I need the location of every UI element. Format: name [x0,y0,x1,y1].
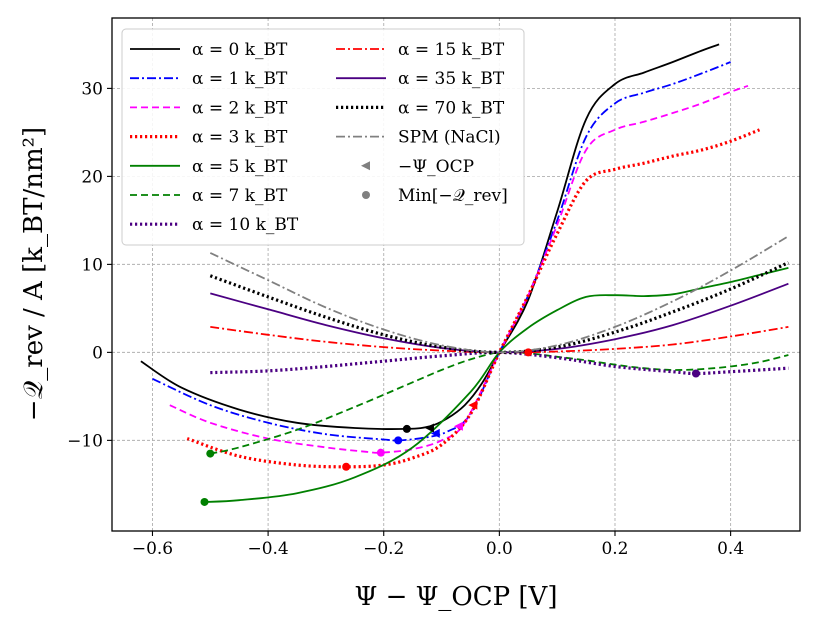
x-tick-label: 0.4 [717,539,744,559]
min-marker [691,369,700,378]
legend-label: α = 3 k_BT [192,128,288,148]
x-tick-label: −0.6 [132,539,173,559]
series-line-0 [140,43,720,430]
ocp-marker [430,428,440,438]
legend-triangle-marker [361,161,370,171]
y-tick-label: 0 [92,343,103,363]
legend-label: α = 0 k_BT [192,40,288,60]
y-tick-label: −10 [67,431,103,451]
legend-label: SPM (NaCl) [398,128,501,148]
ocp-marker [453,421,463,431]
legend-label: α = 10 k_BT [192,215,299,235]
legend-label: α = 35 k_BT [398,69,505,89]
legend-label: α = 15 k_BT [398,40,505,60]
y-tick-label: 30 [81,79,103,99]
y-axis-label: −𝒬_rev / A [k_BT/nm²] [19,127,49,421]
marker-layer [200,348,700,506]
min-marker [376,448,385,457]
legend-label: α = 2 k_BT [192,98,288,118]
min-marker [342,462,351,471]
y-tick-label: 20 [81,167,103,187]
legend-circle-marker [362,191,370,199]
x-tick-label: 0.2 [601,539,628,559]
x-tick-label: −0.4 [247,539,288,559]
min-marker [394,436,403,445]
min-marker [200,497,209,506]
y-tick-label: 10 [81,255,103,275]
x-tick-label: −0.2 [363,539,404,559]
x-tick-label: 0.0 [486,539,513,559]
legend-label: α = 70 k_BT [398,98,505,118]
legend-label: α = 1 k_BT [192,69,288,89]
ticks: −0.6 −0.4 −0.2 0.0 0.2 0.4 −10 0 10 20 30 [67,79,744,559]
min-marker [524,348,533,357]
legend-label: Min[−𝒬_rev] [398,186,508,206]
min-marker [206,449,215,458]
legend: α = 0 k_BT α = 1 k_BT α = 2 k_BT α = 3 k_BT… [121,28,525,246]
ocp-marker [468,400,478,410]
legend-label: α = 5 k_BT [192,157,288,177]
series-line-10 [209,235,789,354]
legend-box [121,28,525,246]
legend-label: α = 7 k_BT [192,186,288,206]
x-axis-label: Ψ − Ψ_OCP [V] [355,582,558,612]
legend-label: −Ψ_OCP [398,157,474,177]
ocp-marker [424,423,434,433]
min-marker [402,424,411,433]
plot-frame [111,17,801,532]
series-line-1 [152,61,731,442]
series-line-5 [210,351,789,455]
series-line-4 [204,267,789,503]
